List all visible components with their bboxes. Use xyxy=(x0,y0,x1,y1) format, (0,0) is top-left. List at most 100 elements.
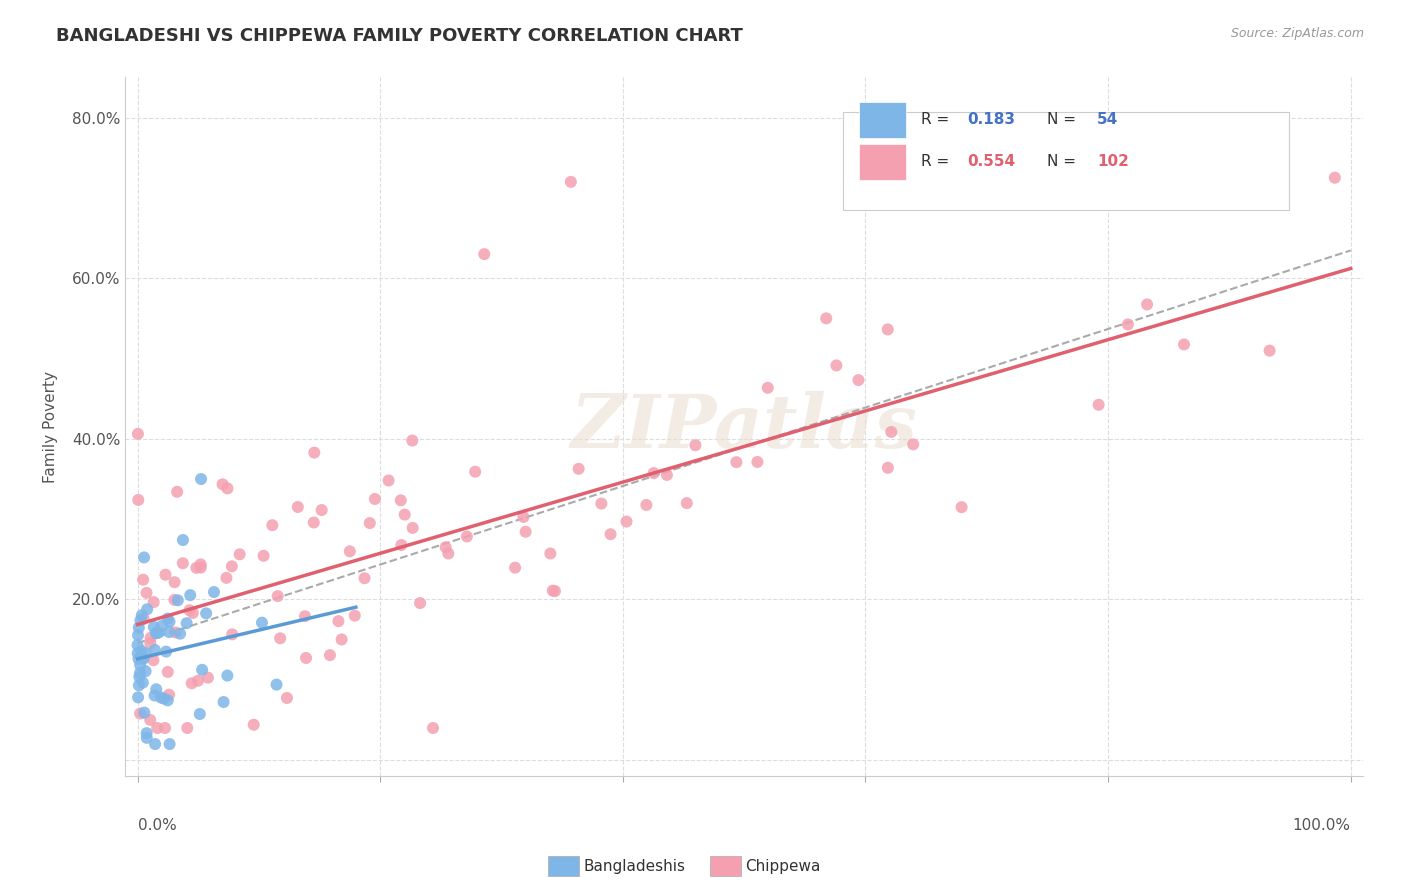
Point xyxy=(434,540,457,554)
Point xyxy=(538,547,561,561)
Point xyxy=(132,651,155,665)
Point xyxy=(541,583,564,598)
Point xyxy=(353,571,375,585)
Point xyxy=(221,627,243,641)
Point xyxy=(643,466,665,480)
Point xyxy=(599,527,621,541)
Point xyxy=(190,558,212,572)
Point xyxy=(190,472,212,486)
Point xyxy=(401,434,423,448)
Point xyxy=(166,484,188,499)
Point xyxy=(512,509,534,524)
Point xyxy=(143,737,166,751)
Text: Bangladeshis: Bangladeshis xyxy=(583,859,686,873)
Point xyxy=(156,665,179,679)
Point xyxy=(153,721,176,735)
Point xyxy=(132,652,155,666)
Point xyxy=(197,671,219,685)
Point xyxy=(876,460,898,475)
Point xyxy=(304,445,326,459)
Point xyxy=(242,717,264,731)
Point xyxy=(135,731,157,745)
Bar xyxy=(859,144,907,180)
Point xyxy=(179,588,201,602)
Point xyxy=(180,676,202,690)
Text: 0.183: 0.183 xyxy=(967,112,1015,127)
Point xyxy=(503,560,526,574)
Point xyxy=(903,437,925,451)
Point xyxy=(159,615,181,629)
Point xyxy=(202,585,225,599)
Point xyxy=(437,546,460,560)
Point xyxy=(591,497,613,511)
Point xyxy=(402,521,425,535)
Point xyxy=(212,695,235,709)
Point xyxy=(139,713,162,727)
Point xyxy=(157,625,180,640)
Point xyxy=(172,533,194,547)
Point xyxy=(155,644,177,658)
Point xyxy=(128,652,150,666)
Text: 102: 102 xyxy=(1097,153,1129,169)
Point xyxy=(132,675,155,690)
Point xyxy=(172,556,194,570)
Point xyxy=(136,602,159,616)
Point xyxy=(328,614,350,628)
Point xyxy=(756,381,779,395)
Point xyxy=(127,628,149,642)
Point xyxy=(389,493,412,508)
Point xyxy=(128,678,150,692)
Point xyxy=(211,477,233,491)
Point xyxy=(129,613,152,627)
Point xyxy=(132,612,155,626)
Point xyxy=(276,690,298,705)
Point xyxy=(146,721,169,735)
Point xyxy=(568,462,591,476)
Text: BANGLADESHI VS CHIPPEWA FAMILY POVERTY CORRELATION CHART: BANGLADESHI VS CHIPPEWA FAMILY POVERTY C… xyxy=(56,27,744,45)
Point xyxy=(266,677,288,691)
Text: 54: 54 xyxy=(1097,112,1118,127)
Point xyxy=(330,632,353,647)
Point xyxy=(815,311,838,326)
Point xyxy=(166,593,188,607)
Point xyxy=(186,561,208,575)
Point xyxy=(127,638,149,652)
Text: N =: N = xyxy=(1047,153,1081,169)
Point xyxy=(221,559,243,574)
Point xyxy=(127,646,149,660)
Point xyxy=(217,482,239,496)
Point xyxy=(142,620,165,634)
Text: 0.0%: 0.0% xyxy=(138,818,176,833)
Point xyxy=(364,491,387,506)
Point xyxy=(139,631,162,645)
Point xyxy=(153,691,176,706)
Point xyxy=(145,626,167,640)
Point xyxy=(176,616,198,631)
Point xyxy=(472,247,495,261)
Point xyxy=(143,643,166,657)
Point xyxy=(176,721,198,735)
Point xyxy=(191,663,214,677)
Point xyxy=(181,606,204,620)
Point xyxy=(302,516,325,530)
Point xyxy=(250,615,273,630)
Point xyxy=(311,503,333,517)
Point xyxy=(145,682,167,697)
Point xyxy=(409,596,432,610)
Point xyxy=(848,373,870,387)
Point xyxy=(127,492,149,507)
Point xyxy=(359,516,381,530)
Point xyxy=(389,538,412,552)
Point xyxy=(135,726,157,740)
Point xyxy=(190,560,212,574)
Point xyxy=(295,651,318,665)
Text: 0.554: 0.554 xyxy=(967,153,1015,169)
Point xyxy=(159,737,181,751)
Point xyxy=(269,632,291,646)
Point xyxy=(215,571,238,585)
Point xyxy=(163,575,186,590)
Point xyxy=(165,625,187,640)
Point xyxy=(267,589,290,603)
Point xyxy=(1087,398,1109,412)
Text: ZIPatlas: ZIPatlas xyxy=(571,391,918,463)
